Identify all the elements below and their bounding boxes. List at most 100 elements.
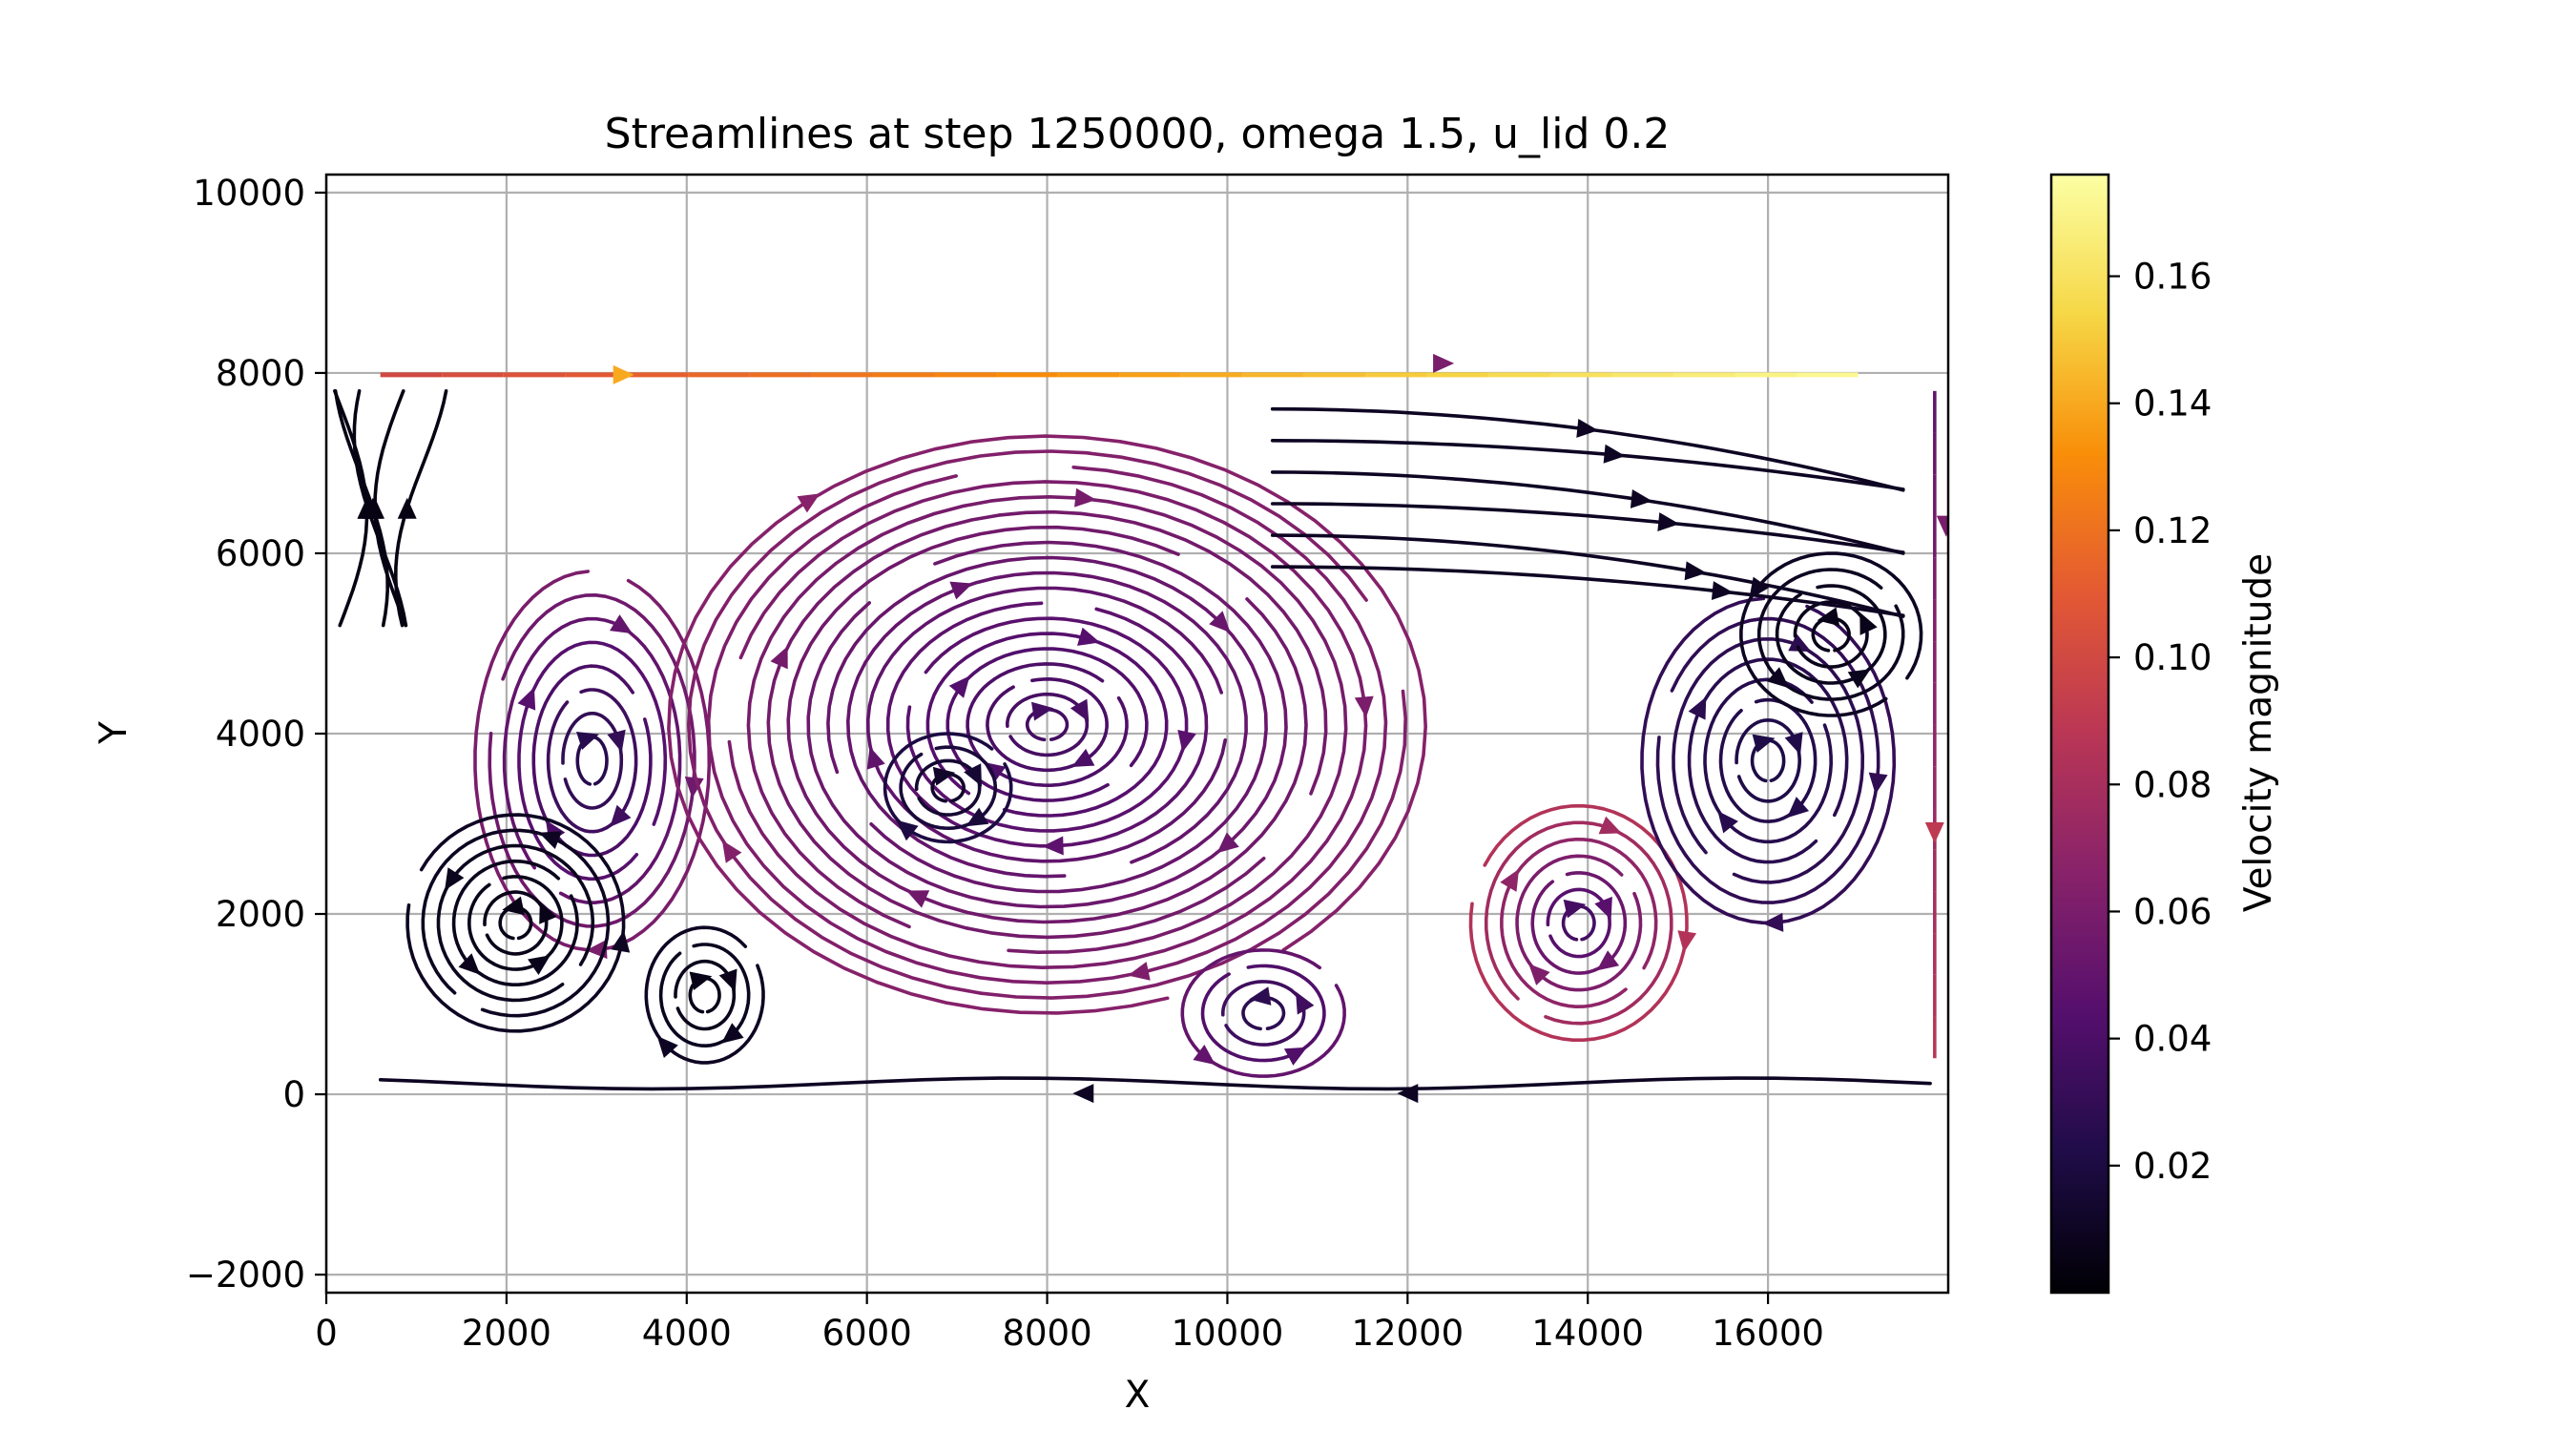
streamline: [1687, 657, 1849, 864]
colorbar-label: Velocity magnitude: [2237, 553, 2280, 912]
streamline-arrow: [721, 1023, 744, 1044]
streamline-arrow: [949, 581, 973, 600]
streamline-arrow: [1684, 561, 1707, 581]
y-tick-label: 0: [282, 1074, 305, 1115]
streamline-arrow: [610, 614, 633, 634]
x-tick-label: 16000: [1712, 1313, 1824, 1354]
streamline-arrow: [1077, 627, 1100, 646]
streamline-arrow: [1283, 1047, 1307, 1066]
colorbar-frame: [2049, 173, 2110, 1295]
streamline: [846, 570, 1248, 879]
streamline-arrow: [1128, 962, 1151, 981]
streamline-arrow: [1630, 489, 1652, 508]
streamline-arrow: [517, 687, 536, 711]
streamline: [706, 466, 1388, 985]
streamline-arrow: [539, 901, 557, 924]
streamline-arrow: [656, 1035, 678, 1058]
streamline: [644, 925, 765, 1065]
streamline-arrow: [1766, 667, 1790, 689]
streamline-arrow: [1397, 1084, 1419, 1104]
streamline-arrow: [1717, 811, 1738, 834]
y-tick-label: 6000: [216, 533, 305, 574]
streamline: [883, 732, 1013, 844]
streamline-arrow: [948, 675, 970, 698]
streamline: [786, 525, 1308, 924]
streamline-arrow: [1784, 732, 1803, 756]
streamline: [727, 480, 1368, 969]
streamline-arrow: [1594, 896, 1612, 920]
streamline-arrow: [684, 777, 704, 798]
streamline-arrow: [1817, 607, 1840, 627]
streamline: [436, 843, 595, 1003]
streamline: [905, 616, 1189, 833]
y-tick-label: 8000: [216, 353, 305, 394]
x-tick-label: 14000: [1531, 1313, 1644, 1354]
x-tick-label: 12000: [1351, 1313, 1464, 1354]
y-axis-ticks: −2000 0 2000 4000 6000 8000 10000: [186, 173, 326, 1296]
streamline-arrow: [932, 766, 956, 786]
streamline-arrow: [538, 831, 562, 849]
streamline: [1718, 697, 1818, 823]
y-tick-label: 4000: [216, 714, 305, 755]
streamline-arrow: [1788, 633, 1812, 653]
streamline-arrow: [1031, 701, 1054, 721]
streamline: [1703, 677, 1833, 844]
streamline: [1270, 470, 1905, 555]
streamline: [561, 712, 624, 810]
streamline: [405, 813, 626, 1033]
x-tick-label: 10000: [1172, 1313, 1284, 1354]
streamline: [333, 389, 369, 628]
streamline-arrow: [1042, 836, 1064, 856]
streamline: [1546, 887, 1611, 959]
streamline-arrow: [1711, 581, 1734, 600]
streamline-arrow: [1216, 832, 1239, 854]
streamline-arrow: [445, 867, 465, 891]
streamline: [1640, 596, 1897, 925]
streamline-arrow: [1868, 772, 1888, 795]
streamline: [667, 434, 1427, 1015]
streamline-arrow: [397, 497, 417, 519]
streamline-arrow: [1193, 1045, 1215, 1066]
streamline: [986, 677, 1109, 773]
streamline-arrow: [906, 890, 930, 908]
streamline-arrow: [1072, 1084, 1094, 1104]
streamline: [1468, 803, 1689, 1042]
chart-title: Streamlines at step 1250000, omega 1.5, …: [605, 110, 1671, 158]
colorbar-tick-label: 0.08: [2133, 764, 2212, 805]
streamline-arrow: [1688, 696, 1707, 720]
streamline: [378, 1076, 1932, 1091]
streamline-arrow: [797, 493, 821, 513]
streamline-arrow: [1249, 986, 1272, 1006]
streamline: [766, 509, 1328, 940]
streamline-arrow: [1354, 695, 1374, 718]
streamline: [531, 664, 653, 858]
streamline: [1270, 565, 1905, 617]
streamline-arrow: [1603, 444, 1626, 464]
streamline-arrow: [1677, 930, 1697, 953]
streamline: [517, 640, 668, 881]
colorbar-ticks: 0.02 0.04 0.06 0.08 0.10 0.12 0.14 0.16: [2109, 257, 2212, 1187]
streamline: [1270, 502, 1905, 554]
streamline-arrow: [611, 930, 631, 953]
y-tick-label: 10000: [193, 173, 305, 214]
streamline-arrow: [1657, 512, 1680, 531]
streamline: [502, 616, 682, 904]
streamline-arrow: [689, 971, 713, 990]
streamline-arrow: [1761, 912, 1784, 932]
y-axis-label: Y: [93, 721, 135, 745]
streamline: [1270, 439, 1905, 491]
streamline-arrow: [458, 953, 481, 975]
streamline: [421, 828, 611, 1018]
streamline: [451, 859, 579, 986]
colorbar: [2051, 175, 2109, 1293]
streamline-arrow: [607, 729, 626, 753]
streamline-arrow: [964, 763, 982, 787]
streamline: [1515, 854, 1643, 992]
streamline-arrow: [576, 732, 599, 750]
streamline: [1484, 820, 1673, 1026]
streamline-arrow: [1433, 353, 1455, 373]
x-tick-label: 6000: [822, 1313, 912, 1354]
colorbar-tick-label: 0.16: [2133, 257, 2212, 298]
streamline-arrow: [1070, 698, 1090, 722]
